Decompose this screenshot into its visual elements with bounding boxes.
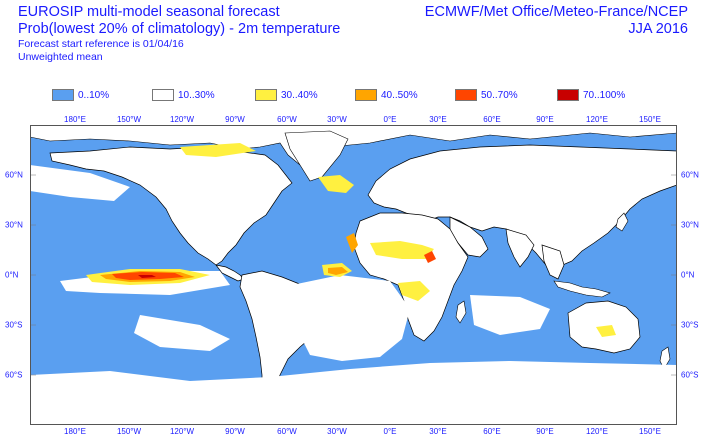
land-indonesia [553,280,611,298]
prob-patch-yellow-se-africa [398,281,430,301]
map-frame [30,125,677,425]
land-india [505,228,535,268]
lon-label: 30°W [327,427,347,436]
probability-map [30,125,677,425]
legend-item: 0..10% [52,88,109,102]
prob-patch-yellow-arctic [180,143,256,157]
source-block: ECMWF/Met Office/Meteo-France/NCEP JJA 2… [425,4,688,38]
legend-label: 0..10% [78,89,110,101]
lat-label: 60°S [5,370,23,380]
legend-label: 10..30% [178,89,215,101]
lat-label: 30°N [681,220,699,230]
prob-patch-yellow-africa [370,241,434,259]
lat-label: 30°N [5,220,23,230]
prob-patch-yellow-atlantic [318,175,354,193]
legend: 0..10% 10..30% 30..40% 40..50% 50..70% 7… [0,88,706,104]
prob-patch-red-africa [424,251,436,263]
legend-swatch [255,89,277,101]
title-line-2: Prob(lowest 20% of climatology) - 2m tem… [18,21,341,37]
prob-patch-yellow-australia [596,325,616,337]
lat-label: 60°N [5,170,23,180]
legend-label: 50..70% [481,89,518,101]
lon-label: 30°W [327,115,347,124]
legend-item: 40..50% [355,88,418,102]
land-new-zealand [659,346,671,370]
legend-swatch [455,89,477,101]
title-block: EUROSIP multi-model seasonal forecast Pr… [18,4,340,64]
lon-label: 120°W [169,115,195,124]
land-japan [615,212,629,232]
prob-patch-south-atlantic [292,275,410,361]
lon-label: 150°W [116,427,142,436]
lon-label: 150°E [639,427,661,436]
lon-label: 120°W [169,427,195,436]
legend-swatch [355,89,377,101]
lat-label: 60°S [681,370,699,380]
lat-label: 30°S [681,320,699,330]
prob-patch-orange-gulf-guinea [328,267,348,275]
lon-label: 30°E [429,427,447,436]
land-madagascar [455,300,467,324]
prob-patch-orange-africa [346,233,358,253]
legend-item: 50..70% [455,88,518,102]
lon-label: 180°E [64,427,86,436]
prob-patch-darkred-pacific [138,275,156,278]
lon-label: 60°W [277,427,297,436]
lat-label: 0°N [5,270,19,280]
season-label: JJA 2016 [628,21,688,37]
lon-label: 90°E [536,427,554,436]
lon-label: 90°W [225,115,245,124]
land-se-asia [541,244,565,280]
prob-patch-southern-ocean [30,361,677,425]
lon-label: 150°W [116,115,142,124]
lon-label: 180°E [64,115,86,124]
prob-patch-indian-ocean [470,295,550,335]
lat-label: 0°N [681,270,695,280]
lon-label: 60°E [483,427,501,436]
lon-label: 60°E [483,115,501,124]
source-centres: ECMWF/Met Office/Meteo-France/NCEP [424,4,688,20]
title-line-4: Unweighted mean [18,51,103,63]
title-line-3: Forecast start reference is 01/04/16 [18,38,184,50]
lon-label: 0°E [383,115,397,124]
title-line-1: EUROSIP multi-model seasonal forecast [18,4,280,20]
prob-patch-south-pacific [134,315,230,351]
lon-label: 120°E [586,427,608,436]
legend-swatch [557,89,579,101]
legend-item: 10..30% [152,88,215,102]
lon-label: 90°W [225,427,245,436]
legend-label: 30..40% [281,89,318,101]
legend-item: 70..100% [557,88,625,102]
legend-label: 70..100% [583,89,626,101]
lon-label: 150°E [639,115,661,124]
lat-label: 60°N [681,170,699,180]
legend-item: 30..40% [255,88,318,102]
lon-label: 0°E [383,427,397,436]
lon-label: 120°E [586,115,608,124]
legend-label: 40..50% [381,89,418,101]
lat-label: 30°S [5,320,23,330]
lon-label: 90°E [536,115,554,124]
lon-label: 60°W [277,115,297,124]
legend-swatch [152,89,174,101]
lon-label: 30°E [429,115,447,124]
legend-swatch [52,89,74,101]
map-svg [30,125,677,425]
prob-patch-north-pacific [30,165,130,201]
